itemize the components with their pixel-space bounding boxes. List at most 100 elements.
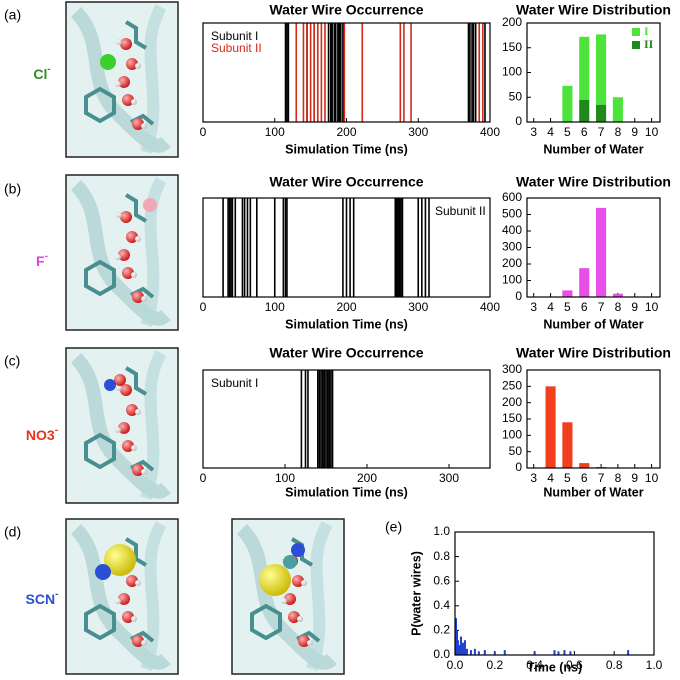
x-tick-label: 0.6 <box>566 658 583 672</box>
ion-charge: - <box>55 589 58 600</box>
structure-d1 <box>66 519 178 674</box>
structure-d2 <box>232 519 344 674</box>
x-tick-label: 3 <box>530 125 537 139</box>
y-tick-label: 200 <box>502 256 522 270</box>
bar <box>545 386 556 468</box>
x-axis-label: Time (ns) <box>527 660 582 674</box>
x-tick-label: 10 <box>645 125 659 139</box>
legend-label: Subunit I <box>211 29 258 43</box>
x-tick-label: 8 <box>615 471 622 485</box>
x-tick-label: 7 <box>598 125 605 139</box>
legend-swatch <box>632 28 640 36</box>
legend-label: Subunit II <box>435 204 486 218</box>
y-tick-label: 100 <box>502 65 522 79</box>
y-tick-label: 600 <box>502 190 522 204</box>
structure-a <box>66 2 178 157</box>
y-tick-label: 0.0 <box>433 647 450 661</box>
ion-label: NO3- <box>26 425 58 443</box>
bar <box>596 104 607 122</box>
panel-label: (b) <box>4 181 21 197</box>
chart-title: Water Wire Occurrence <box>269 174 423 190</box>
y-tick-label: 0.2 <box>433 623 450 637</box>
ion-charge: - <box>55 425 58 436</box>
bar <box>596 207 607 297</box>
x-tick-label: 3 <box>530 471 537 485</box>
structure-c <box>66 348 178 503</box>
legend-label: I <box>644 24 649 38</box>
x-tick-label: 9 <box>631 471 638 485</box>
y-tick-label: 150 <box>502 40 522 54</box>
panel-label: (d) <box>4 524 21 540</box>
plot-frame <box>202 369 491 469</box>
x-tick-label: 4 <box>547 125 554 139</box>
x-tick-label: 4 <box>547 471 554 485</box>
x-tick-label: 200 <box>357 471 377 485</box>
y-tick-label: 150 <box>502 411 522 425</box>
x-tick-label: 0.0 <box>447 658 464 672</box>
legend-label: II <box>644 37 654 51</box>
x-tick-label: 100 <box>265 125 285 139</box>
bar <box>562 290 573 297</box>
bar <box>579 463 590 468</box>
x-tick-label: 100 <box>275 471 295 485</box>
panel-label: (c) <box>4 353 20 369</box>
y-tick-label: 1.0 <box>433 524 450 538</box>
plot-frame <box>454 531 655 656</box>
x-tick-label: 7 <box>598 300 605 314</box>
ion-name: Cl <box>33 66 47 82</box>
chart: Time (ns) P(water wires) 0.0 0.2 0.4 0.6 0.8 1.… <box>409 524 662 674</box>
bar <box>612 97 623 122</box>
x-axis-label: Number of Water <box>543 317 643 331</box>
plot-frame <box>526 369 661 469</box>
ion-name: F <box>36 253 45 269</box>
y-tick-label: 200 <box>502 15 522 29</box>
x-tick-label: 200 <box>336 300 356 314</box>
x-tick-label: 400 <box>480 300 500 314</box>
x-tick-label: 5 <box>564 471 571 485</box>
y-tick-label: 50 <box>509 444 523 458</box>
y-axis-label: P(water wires) <box>409 551 423 636</box>
x-tick-label: 8 <box>615 300 622 314</box>
y-tick-label: 0 <box>515 289 522 303</box>
bar <box>612 293 623 297</box>
y-tick-label: 0 <box>515 460 522 474</box>
x-axis-label: Number of Water <box>543 485 643 499</box>
x-tick-label: 0.8 <box>606 658 623 672</box>
y-tick-label: 50 <box>509 89 523 103</box>
chart-title: Water Wire Distribution <box>516 2 671 18</box>
bar <box>562 422 573 468</box>
plot-frame <box>526 22 661 123</box>
chart-title: Water Wire Distribution <box>516 345 671 361</box>
x-tick-label: 7 <box>598 471 605 485</box>
x-tick-label: 300 <box>408 300 428 314</box>
legend-swatch <box>632 41 640 49</box>
x-tick-label: 0.4 <box>526 658 543 672</box>
y-tick-label: 300 <box>502 240 522 254</box>
y-tick-label: 300 <box>502 362 522 376</box>
x-tick-label: 400 <box>480 125 500 139</box>
plot-frame <box>202 22 491 123</box>
chart-title: Water Wire Occurrence <box>269 345 423 361</box>
x-tick-label: 10 <box>645 300 659 314</box>
ion-label: F- <box>36 251 48 269</box>
y-tick-label: 0.4 <box>433 598 450 612</box>
y-tick-label: 100 <box>502 428 522 442</box>
x-axis-label: Number of Water <box>543 142 643 156</box>
structure-b <box>66 175 178 330</box>
x-tick-label: 5 <box>564 125 571 139</box>
x-tick-label: 3 <box>530 300 537 314</box>
ion-name: NO3 <box>26 427 55 443</box>
x-tick-label: 6 <box>581 471 588 485</box>
chart: Water Wire Distribution Number of Water 3 4… <box>502 2 671 157</box>
plot-frame <box>202 197 491 298</box>
bar <box>596 34 607 105</box>
chart-title: Water Wire Occurrence <box>269 2 423 18</box>
legend-label: Subunit II <box>211 41 262 55</box>
ion-name: SCN <box>26 591 56 607</box>
bar <box>579 268 590 297</box>
x-tick-label: 6 <box>581 125 588 139</box>
panel-label: (e) <box>385 519 402 535</box>
plot-frame <box>526 197 661 298</box>
x-axis-label: Simulation Time (ns) <box>285 485 408 499</box>
